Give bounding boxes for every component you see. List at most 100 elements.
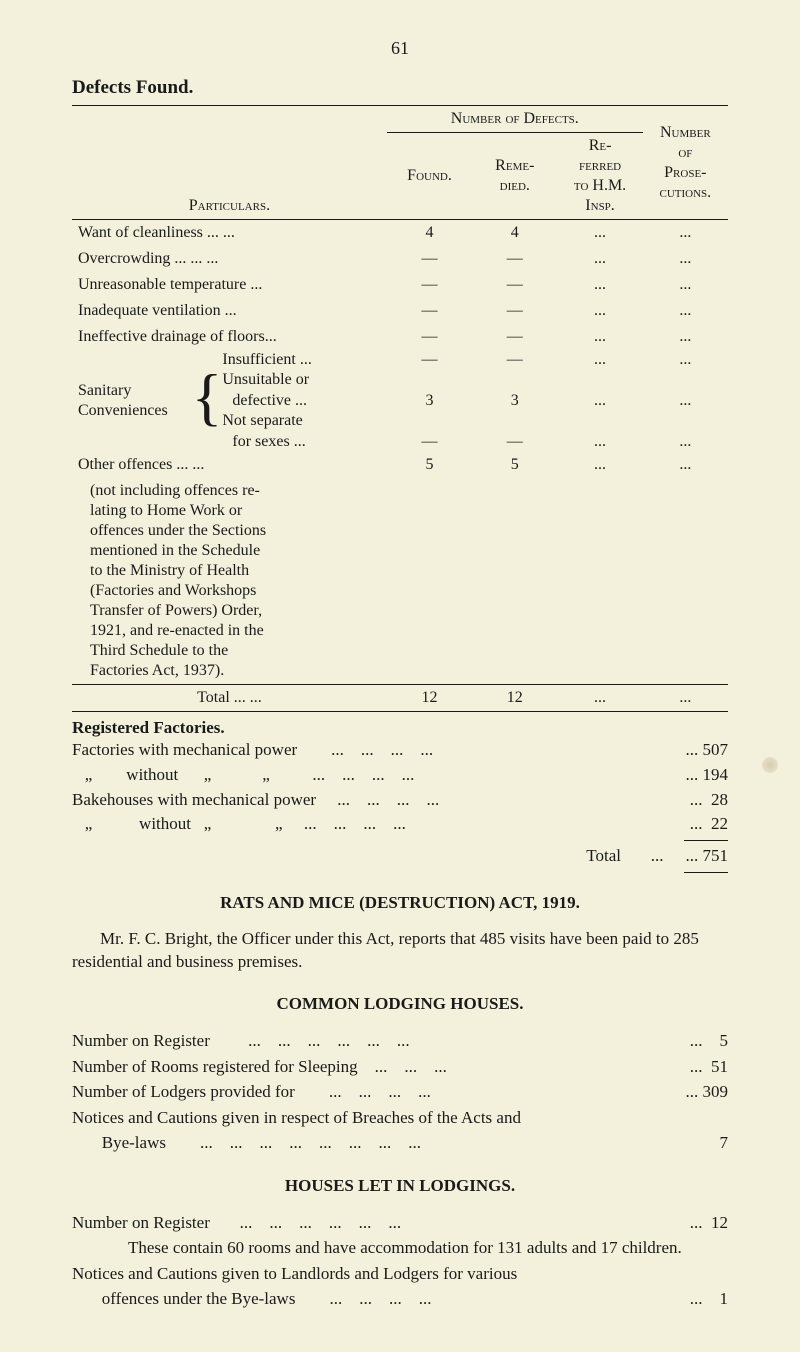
list-val: ... 751 [686,844,729,869]
rule-icon [684,872,728,873]
registered-heading: Registered Factories. [72,718,728,738]
table-row: Other offences ... ...55...... [72,452,728,478]
cell [472,478,557,685]
cell: Inadequate ventilation ... [72,298,387,324]
cell: 5 [387,452,472,478]
cell: — [387,298,472,324]
cell: Insufficient ... [222,350,387,370]
list-item: Number of Lodgers provided for ... ... .… [72,1079,431,1105]
rats-heading: RATS AND MICE (DESTRUCTION) ACT, 1919. [72,893,728,913]
cell: ... [557,272,642,298]
list-item: These contain 60 rooms and have accommod… [72,1235,728,1261]
cell: Want of cleanliness ... ... [72,220,387,247]
defects-table: Particulars. Number of Defects. Number o… [72,105,728,712]
cell: ... [557,685,642,712]
list-val: ... 28 [690,788,728,813]
cell: ... [557,432,642,452]
cell [387,478,472,685]
table-row: Unreasonable temperature ...——...... [72,272,728,298]
hll-heading: HOUSES LET IN LODGINGS. [72,1176,728,1196]
clh-heading: COMMON LODGING HOUSES. [72,994,728,1014]
th-remedied: Reme- died. [472,133,557,220]
list-val: ... 22 [690,812,728,837]
list-item: Number of Rooms registered for Sleeping … [72,1054,447,1080]
table-row: Overcrowding ... ... ...——...... [72,246,728,272]
cell: ... [643,298,728,324]
th-particulars: Particulars. [189,197,270,214]
list-val: 7 [703,1130,729,1156]
list-item: Bakehouses with mechanical power ... ...… [72,788,439,813]
list-val: ... 12 [690,1210,728,1236]
cell: Unreasonable temperature ... [72,272,387,298]
list-item: „ without „ „ ... ... ... ... [72,812,406,837]
rats-para: Mr. F. C. Bright, the Officer under this… [72,927,728,975]
cell: ... [557,220,642,247]
cell: ... [643,391,728,411]
cell: ... [643,272,728,298]
cell: — [472,350,557,370]
table-row: Want of cleanliness ... ...44...... [72,220,728,247]
cell: Not separate [222,411,387,431]
list-val: ... 1 [690,1286,728,1312]
cell: Overcrowding ... ... ... [72,246,387,272]
cell: ... [643,324,728,350]
list-item: Number on Register ... ... ... ... ... .… [72,1028,410,1054]
list-val: ... 194 [686,763,729,788]
defects-heading: Defects Found. [72,77,728,99]
cell: 4 [472,220,557,247]
cell: ... [643,432,728,452]
brace-icon: { [192,361,223,432]
cell: — [472,246,557,272]
cell: ... [643,685,728,712]
list-val: ... 51 [690,1054,728,1080]
cell [643,478,728,685]
page-number: 61 [72,38,728,59]
cell: — [472,298,557,324]
cell: ... [643,452,728,478]
list-item: Factories with mechanical power ... ... … [72,738,433,763]
list-item: Notices and Cautions given in respect of… [72,1105,521,1131]
cell: — [387,246,472,272]
th-found: Found. [387,133,472,220]
cell: — [387,432,472,452]
cell: ... [557,350,642,370]
cell: 12 [387,685,472,712]
cell: ... [643,246,728,272]
san-left1: Sanitary [78,381,192,401]
list-item: „ without „ „ ... ... ... ... [72,763,414,788]
cell: Total ... ... [72,685,387,712]
cell: ... [557,298,642,324]
table-row-total: Total ... ...1212...... [72,685,728,712]
cell: ... [557,246,642,272]
cell: ... [557,452,642,478]
cell: ... [557,391,642,411]
cell: — [472,324,557,350]
table-row: Inadequate ventilation ...——...... [72,298,728,324]
cell: — [387,324,472,350]
cell: — [387,350,472,370]
th-referred: Re- ferred to H.M. Insp. [557,133,642,220]
list-val: ... 309 [686,1079,729,1105]
cell: 5 [472,452,557,478]
list-item: Number on Register ... ... ... ... ... .… [72,1210,401,1236]
list-item: Notices and Cautions given to Landlords … [72,1261,517,1287]
table-row: Sanitary Conveniences { Insufficient ...… [72,350,728,452]
list-item: Bye-laws ... ... ... ... ... ... ... ... [72,1130,421,1156]
stain-icon [762,757,778,773]
cell: for sexes ... [222,432,387,452]
table-row: (not including offences re- lating to Ho… [72,478,728,685]
list-item: offences under the Bye-laws ... ... ... … [72,1286,431,1312]
cell: Unsuitable or [222,370,387,390]
hll-list: Number on Register ... ... ... ... ... .… [72,1210,728,1312]
cell: ... [643,220,728,247]
table-row: Ineffective drainage of floors...——.....… [72,324,728,350]
san-left2: Conveniences [78,401,192,421]
rule-icon [684,840,728,841]
clh-list: Number on Register ... ... ... ... ... .… [72,1028,728,1156]
cell: — [472,272,557,298]
cell: Other offences ... ... [72,452,387,478]
list-val: ... 5 [690,1028,728,1054]
cell [557,478,642,685]
cell: 3 [472,391,557,411]
list-item: Total ... [586,844,663,869]
